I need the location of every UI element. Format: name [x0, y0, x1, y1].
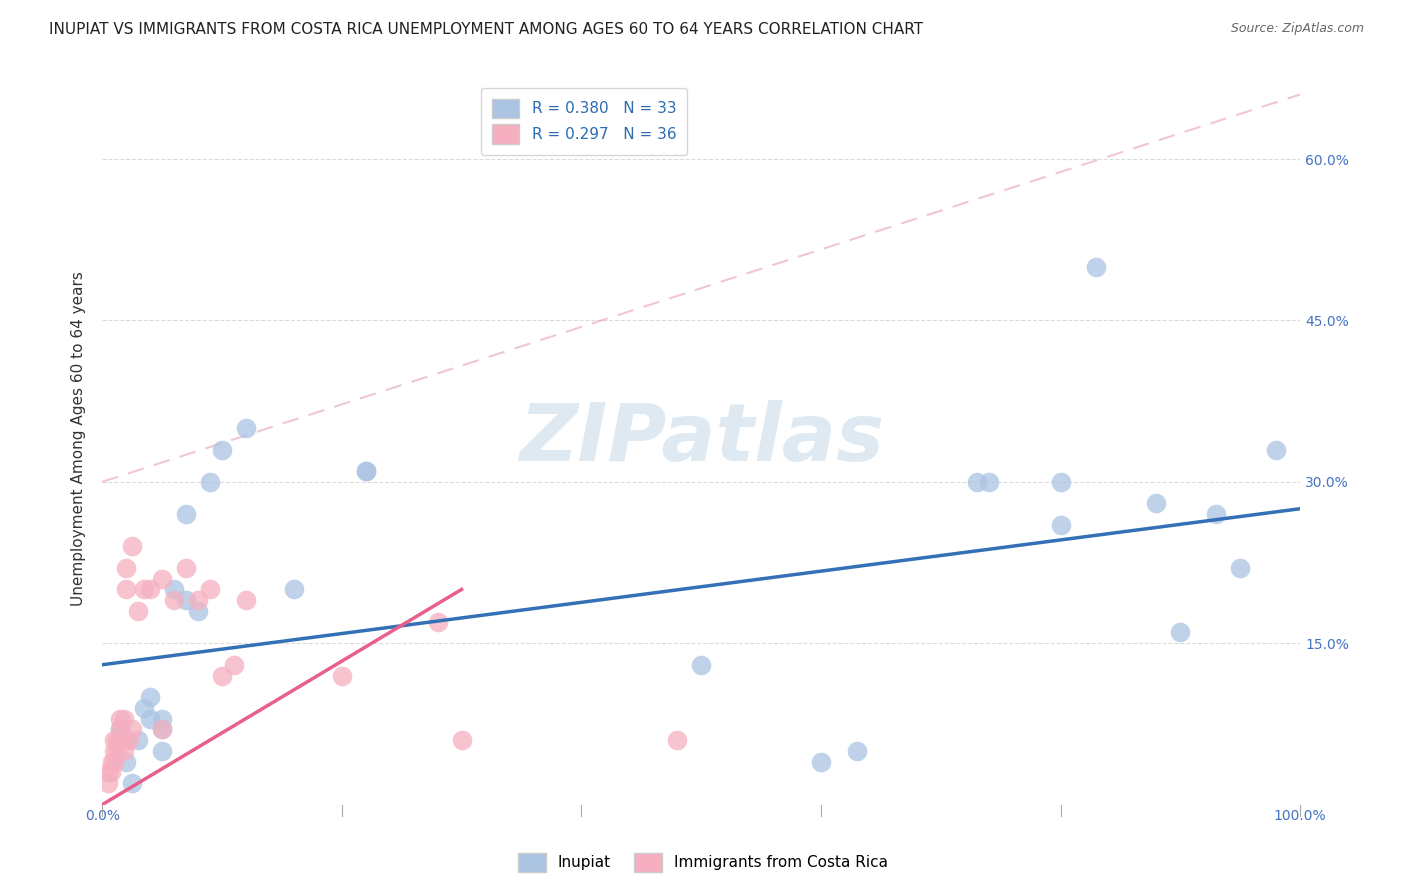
- Legend: R = 0.380   N = 33, R = 0.297   N = 36: R = 0.380 N = 33, R = 0.297 N = 36: [481, 88, 688, 154]
- Point: [1049, 517, 1071, 532]
- Point: [1085, 260, 1108, 274]
- Point: [127, 604, 149, 618]
- Point: [1049, 475, 1071, 489]
- Point: [450, 733, 472, 747]
- Point: [1265, 442, 1288, 457]
- Point: [121, 776, 143, 790]
- Point: [108, 733, 131, 747]
- Point: [235, 593, 257, 607]
- Point: [235, 421, 257, 435]
- Point: [150, 712, 173, 726]
- Point: [150, 723, 173, 737]
- Point: [845, 744, 868, 758]
- Point: [211, 442, 233, 457]
- Point: [174, 507, 197, 521]
- Point: [174, 561, 197, 575]
- Point: [690, 657, 713, 672]
- Point: [150, 723, 173, 737]
- Point: [666, 733, 689, 747]
- Point: [103, 733, 125, 747]
- Point: [108, 723, 131, 737]
- Point: [150, 744, 173, 758]
- Text: ZIPatlas: ZIPatlas: [519, 400, 883, 478]
- Text: INUPIAT VS IMMIGRANTS FROM COSTA RICA UNEMPLOYMENT AMONG AGES 60 TO 64 YEARS COR: INUPIAT VS IMMIGRANTS FROM COSTA RICA UN…: [49, 22, 924, 37]
- Point: [105, 733, 128, 747]
- Point: [117, 733, 139, 747]
- Point: [115, 561, 138, 575]
- Point: [283, 582, 305, 597]
- Point: [354, 464, 377, 478]
- Point: [121, 723, 143, 737]
- Point: [174, 593, 197, 607]
- Point: [97, 776, 120, 790]
- Point: [103, 755, 125, 769]
- Point: [97, 765, 120, 780]
- Point: [198, 475, 221, 489]
- Point: [112, 733, 135, 747]
- Point: [198, 582, 221, 597]
- Point: [1144, 496, 1167, 510]
- Point: [187, 604, 209, 618]
- Point: [115, 582, 138, 597]
- Point: [1168, 625, 1191, 640]
- Point: [105, 744, 128, 758]
- Point: [108, 712, 131, 726]
- Point: [134, 700, 156, 714]
- Point: [150, 572, 173, 586]
- Text: Source: ZipAtlas.com: Source: ZipAtlas.com: [1230, 22, 1364, 36]
- Point: [112, 712, 135, 726]
- Point: [222, 657, 245, 672]
- Point: [354, 464, 377, 478]
- Point: [100, 765, 122, 780]
- Point: [1229, 561, 1251, 575]
- Point: [139, 712, 162, 726]
- Point: [163, 582, 186, 597]
- Point: [187, 593, 209, 607]
- Point: [426, 615, 449, 629]
- Y-axis label: Unemployment Among Ages 60 to 64 years: Unemployment Among Ages 60 to 64 years: [72, 271, 86, 607]
- Point: [134, 582, 156, 597]
- Point: [127, 733, 149, 747]
- Point: [108, 723, 131, 737]
- Point: [139, 690, 162, 704]
- Point: [1205, 507, 1227, 521]
- Point: [101, 755, 124, 769]
- Legend: Inupiat, Immigrants from Costa Rica: Inupiat, Immigrants from Costa Rica: [510, 845, 896, 880]
- Point: [977, 475, 1000, 489]
- Point: [103, 744, 125, 758]
- Point: [115, 755, 138, 769]
- Point: [121, 540, 143, 554]
- Point: [112, 744, 135, 758]
- Point: [330, 668, 353, 682]
- Point: [211, 668, 233, 682]
- Point: [139, 582, 162, 597]
- Point: [810, 755, 832, 769]
- Point: [163, 593, 186, 607]
- Point: [966, 475, 988, 489]
